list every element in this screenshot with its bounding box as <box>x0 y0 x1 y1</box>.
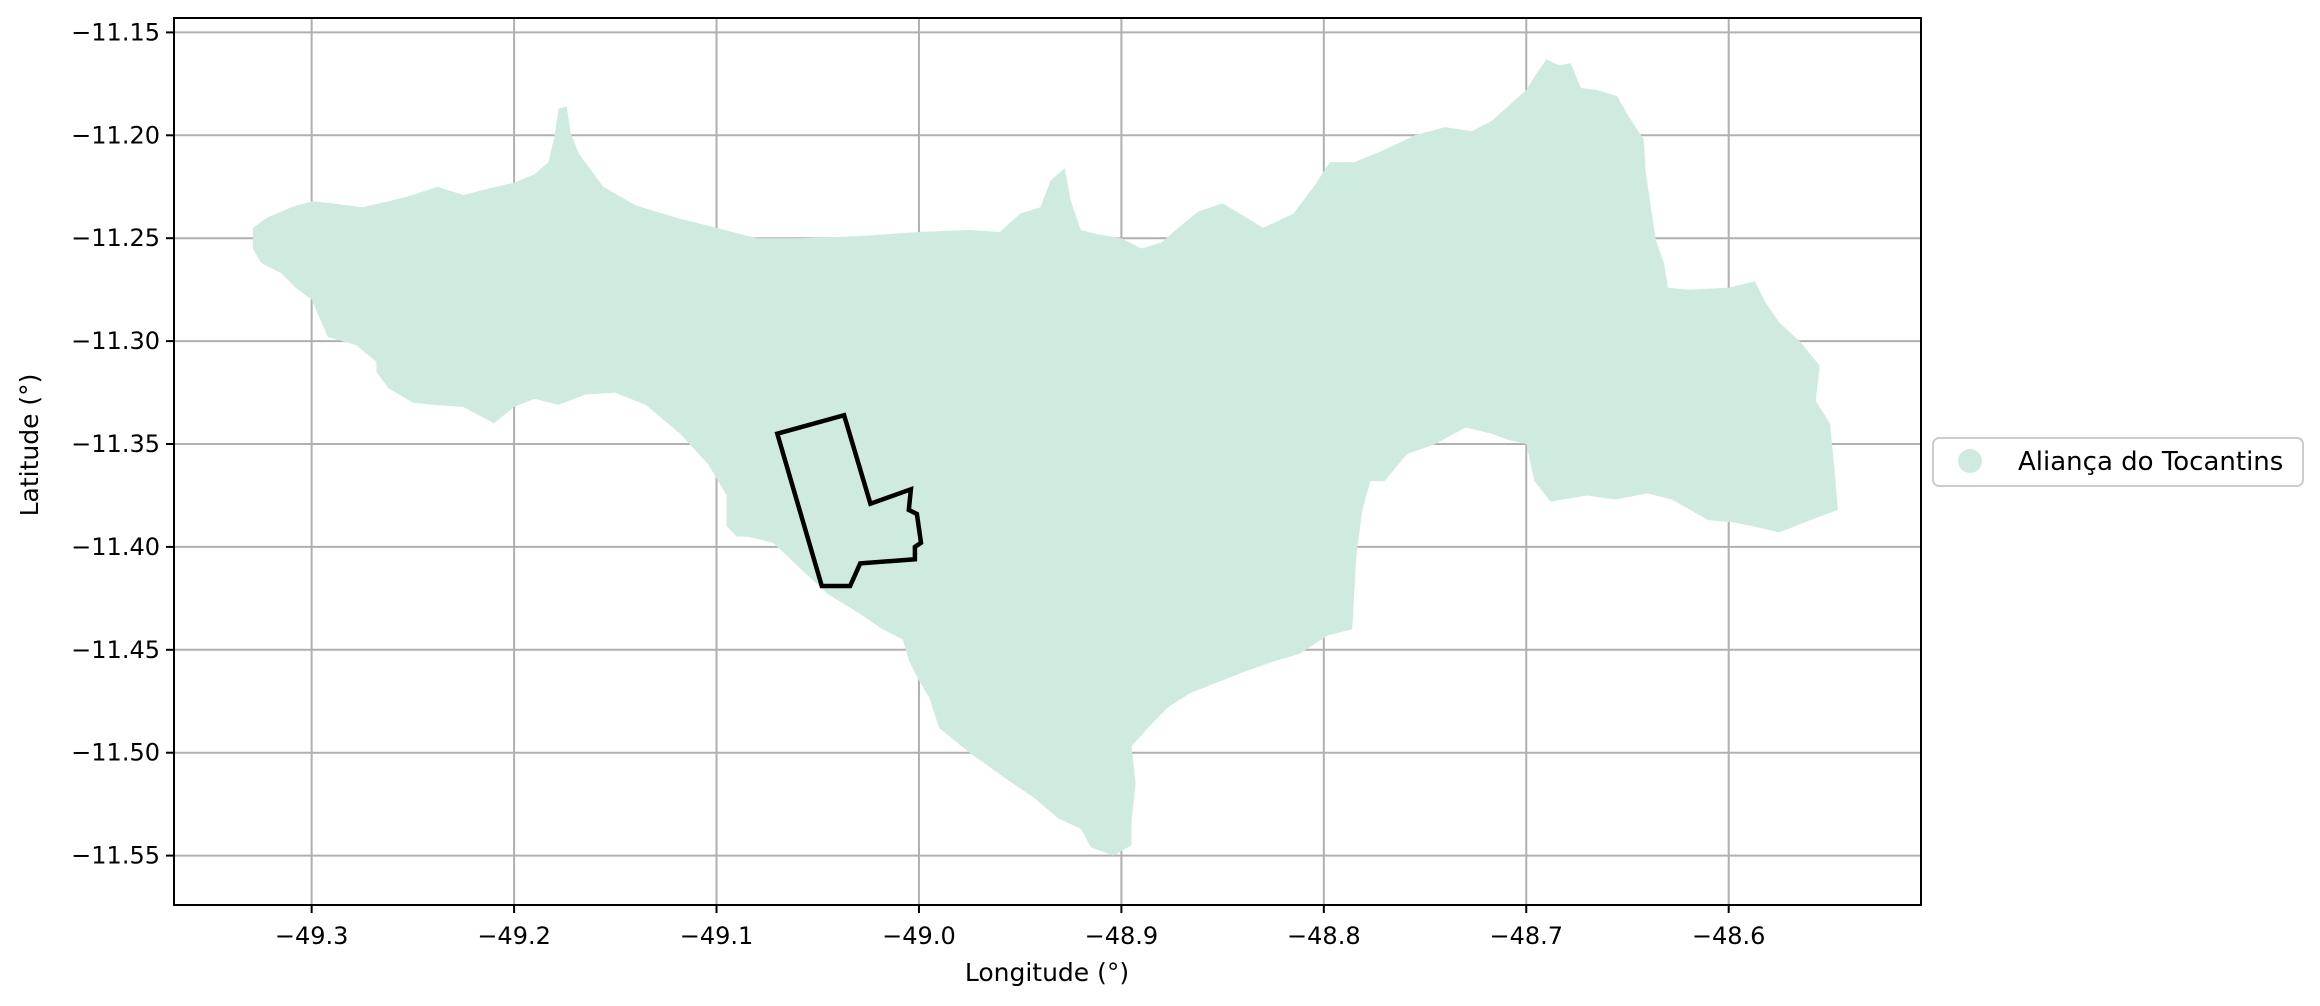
y-tick-label: −11.40 <box>71 533 160 561</box>
y-tick-label: −11.35 <box>71 430 160 458</box>
axis-ticks: −49.3 −49.2 −49.1 −49.0 −48.9 −48.8 −48.7 −48.6… <box>71 18 1765 950</box>
legend-box <box>1932 437 2304 487</box>
legend: Aliança do Tocantins <box>1932 437 2304 487</box>
x-tick-label: −48.9 <box>1085 922 1159 950</box>
x-axis-label: Longitude (°) <box>965 958 1129 987</box>
x-tick-label: −48.8 <box>1287 922 1361 950</box>
y-tick-label: −11.55 <box>71 842 160 870</box>
y-tick-label: −11.30 <box>71 327 160 355</box>
y-tick-label: −11.20 <box>71 121 160 149</box>
x-tick-label: −49.3 <box>275 922 349 950</box>
legend-label-alianca-do-tocantins: Aliança do Tocantins <box>2018 447 2283 477</box>
y-tick-label: −11.50 <box>71 739 160 767</box>
x-tick-label: −48.7 <box>1489 922 1563 950</box>
legend-marker <box>1958 449 1982 473</box>
region-polygon-alianca-do-tocantins <box>252 59 1838 856</box>
y-tick-label: −11.25 <box>71 224 160 252</box>
y-tick-label: −11.15 <box>71 18 160 46</box>
x-tick-label: −48.6 <box>1692 922 1766 950</box>
y-tick-label: −11.45 <box>71 636 160 664</box>
y-axis-label: Latitude (°) <box>15 374 44 517</box>
highlighted-area-outline <box>774 412 924 589</box>
x-tick-label: −49.1 <box>680 922 754 950</box>
axes-frame <box>173 17 1922 906</box>
x-tick-label: −49.0 <box>882 922 956 950</box>
x-tick-label: −49.2 <box>477 922 551 950</box>
